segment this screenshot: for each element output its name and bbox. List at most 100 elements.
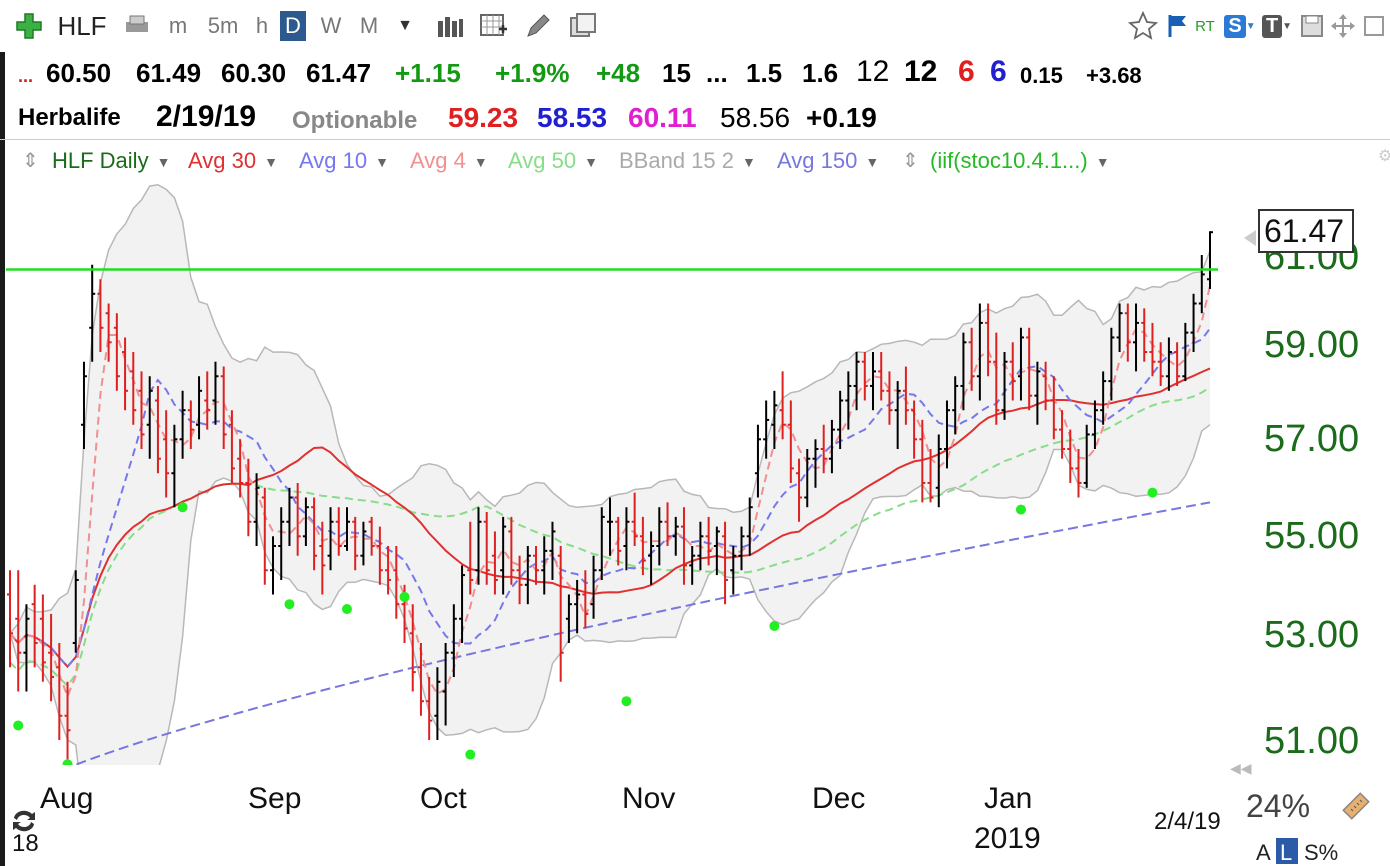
refresh-icon[interactable] [8,806,40,836]
ohlc-bar [294,482,301,556]
ohlc-bar [39,594,46,682]
ohlc-bar [245,458,252,537]
window-left-edge [0,0,5,866]
legend-avg50[interactable]: Avg 50 ▼ [508,148,598,174]
avg10-line [9,327,1211,669]
x-tick-label: Aug [40,782,94,815]
ohlc-bar [524,546,531,605]
legend-avg150[interactable]: Avg 150 ▼ [777,148,879,174]
ohlc-bar [1017,327,1024,401]
legend-avg30[interactable]: Avg 30 ▼ [188,148,278,174]
quote-value-1-5: 1.5 [746,58,783,88]
calendar-icon[interactable] [476,8,512,44]
scale-log-button[interactable]: L [1276,838,1298,865]
moving-averages-layer [9,285,1211,765]
print-icon[interactable] [120,8,154,44]
legend-avg10[interactable]: Avg 10 ▼ [299,148,389,174]
avg50-line [9,386,1211,688]
y-tick-label: 51.00 [1264,720,1360,762]
ohlc-bars-layer [7,231,1213,760]
ohlc-bar [237,439,244,498]
ohlc-bar [705,516,712,566]
quote-value-015: 0.15 [1020,63,1063,88]
period-daily[interactable]: D [280,11,306,41]
pencil-icon[interactable] [520,8,556,44]
ohlc-bar [878,352,885,401]
legend-bband[interactable]: BBand 15 2 ▼ [619,148,756,174]
star-icon[interactable] [1126,8,1160,44]
quote-dots-2: ... [706,58,728,88]
ohlc-bar [335,507,342,556]
ohlc-bar [171,424,178,508]
ohlc-bar [154,385,161,474]
ohlc-bar [352,516,359,571]
period-hour[interactable]: h [255,13,269,38]
window-layout-icon[interactable] [1362,8,1386,44]
stoc-signal-dot [341,604,352,615]
period-monthly[interactable]: M [359,13,379,38]
flag-icon[interactable] [1164,8,1192,44]
t-menu-label: T [1261,14,1283,38]
ohlc-bar [968,327,975,391]
period-minute[interactable]: m [168,13,188,38]
ohlc-bar [746,497,753,556]
move-icon[interactable] [1326,8,1360,44]
x-tick-label: Oct [420,782,467,815]
drag-handle-icon[interactable]: ⇕ [902,150,919,172]
ohlc-bar [163,410,170,498]
period-5minute[interactable]: 5m [207,13,239,38]
ohlc-bar [1198,255,1205,314]
quote-high: 61.49 [136,58,202,88]
t-menu-button[interactable]: T ▼ [1260,8,1294,44]
ohlc-bar [1067,429,1074,483]
quote-dots: ... [18,66,34,86]
scroll-left-icon[interactable]: ◀◀ [1230,760,1252,776]
legend-avg4[interactable]: Avg 4 ▼ [410,148,488,174]
add-icon[interactable] [12,8,46,44]
scale-log-label: L [1280,840,1293,865]
ohlc-bar [48,613,55,702]
quote-close: 61.47 [306,58,372,88]
ohlc-bar [689,546,696,585]
ohlc-bar [927,449,934,503]
drag-handle-icon[interactable]: ⇕ [22,150,39,172]
ohlc-bar [639,516,646,576]
period-weekly[interactable]: W [320,13,342,38]
avg10-value: 58.53 [537,102,608,133]
y-tick-label: 53.00 [1264,614,1360,656]
ohlc-bar [680,507,687,585]
scale-auto-button[interactable]: A [1256,840,1271,865]
ohlc-bar [1075,449,1082,498]
scale-percent-button[interactable]: S% [1304,840,1339,865]
realtime-label[interactable]: RT [1195,17,1215,35]
ohlc-bar [442,643,449,726]
s-menu-label: S [1224,14,1246,38]
legend-stoc[interactable]: (iif(stoc10.4.1...) ▼ [930,148,1110,174]
layout-icon[interactable] [564,8,600,44]
save-icon[interactable] [1298,8,1326,44]
ohlc-bar [615,516,622,566]
legend-avg4-label: Avg 4 [410,148,466,173]
legend-hlf-daily[interactable]: HLF Daily ▼ [52,148,170,174]
quote-open: 60.50 [46,58,112,88]
ohlc-bar [319,521,326,595]
ohlc-bar [1133,303,1140,372]
avg30-value: 59.23 [448,102,519,133]
ohlc-bar [146,376,153,459]
symbol-field[interactable]: HLF [57,10,107,41]
net-change-value: +0.19 [806,102,877,133]
avg30-line [9,367,1211,669]
ruler-icon[interactable] [1342,792,1370,820]
zoom-percentage[interactable]: 24% [1246,788,1311,824]
ohlc-bar [787,400,794,483]
ohlc-bar [508,516,515,585]
chevron-down-icon[interactable]: ▼ [397,17,413,34]
bar-chart-icon[interactable] [432,8,468,44]
ohlc-bar [779,371,786,440]
s-menu-button[interactable]: S ▼ [1224,8,1256,44]
ohlc-bar [97,279,104,352]
legend-avg10-label: Avg 10 [299,148,368,173]
ohlc-bar [278,507,285,580]
corner-icon: ⚙ [1378,148,1390,165]
ohlc-bar [1157,342,1164,386]
